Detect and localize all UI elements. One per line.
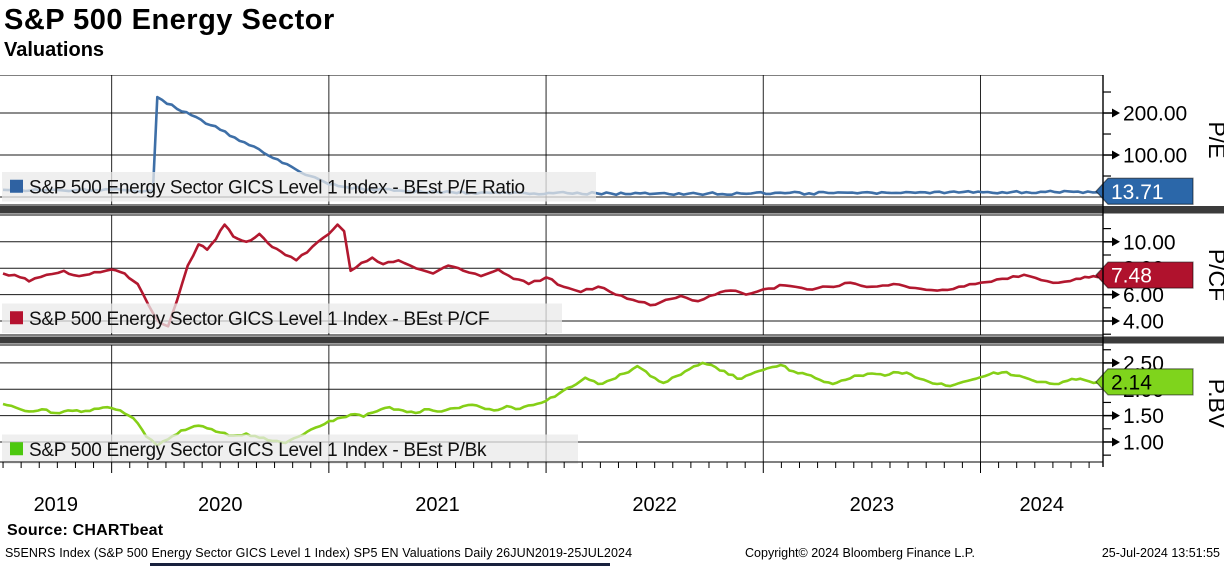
x-year-label: 2019 (34, 494, 79, 516)
y-tick-arrow (1112, 316, 1120, 326)
y-tick-arrow (1112, 150, 1120, 160)
y-tick-arrow (1112, 108, 1120, 118)
y-tick-label: 4.00 (1123, 311, 1164, 334)
source-label: Source: CHARTbeat (7, 522, 164, 539)
last-value-badge-pbv (1095, 368, 1194, 396)
badge-label-pbv: 2.14 (1111, 371, 1152, 394)
y-axis-title-pbv: P.BV (1204, 379, 1224, 429)
y-tick-label: 100.00 (1123, 145, 1187, 168)
panel-separator (0, 206, 1224, 214)
y-tick-arrow (1112, 237, 1120, 247)
y-tick-arrow (1112, 437, 1120, 447)
chart-subtitle: Valuations (4, 39, 105, 62)
legend-marker-pe (10, 179, 23, 193)
series-line-pbv (2, 361, 1103, 447)
badge-label-pcf: 7.48 (1111, 265, 1152, 288)
x-year-label: 2020 (198, 494, 243, 516)
y-axis-title-pe: P/E (1204, 121, 1224, 158)
legend-strip (2, 303, 562, 333)
footer-copyright: Copyright© 2024 Bloomberg Finance L.P. (745, 546, 975, 560)
y-axis-title-pcf: P/CF (1204, 249, 1224, 301)
x-year-label: 2023 (850, 494, 895, 516)
legend-marker-pbv (10, 442, 23, 456)
y-tick-label: 1.00 (1123, 431, 1164, 454)
series-line-pcf (2, 223, 1103, 328)
chart-area: S&P 500 Energy Sector GICS Level 1 Index… (0, 74, 1224, 520)
panel-pbv: S&P 500 Energy Sector GICS Level 1 Index… (0, 344, 1224, 464)
panel-pcf: S&P 500 Energy Sector GICS Level 1 Index… (0, 214, 1224, 336)
last-value-badge-pcf (1095, 261, 1194, 289)
y-tick-label: 6.00 (1123, 284, 1164, 307)
chart-svg: S&P 500 Energy Sector GICS Level 1 Index… (0, 74, 1224, 516)
badge-label-pe: 13.71 (1111, 181, 1164, 204)
y-tick-label: 200.00 (1123, 103, 1187, 126)
panel-pe: S&P 500 Energy Sector GICS Level 1 Index… (0, 74, 1224, 206)
bottom-accent-bar (150, 563, 610, 566)
x-year-label: 2024 (1019, 494, 1064, 516)
legend-label-pbv: S&P 500 Energy Sector GICS Level 1 Index… (29, 440, 487, 461)
y-tick-arrow (1112, 290, 1120, 300)
legend-strip (2, 172, 596, 202)
legend-strip (2, 434, 578, 464)
x-year-label: 2021 (415, 494, 460, 516)
x-year-label: 2022 (632, 494, 677, 516)
footer-timestamp: 25-Jul-2024 13:51:55 (1101, 546, 1220, 560)
footer-security-info: S5ENRS Index (S&P 500 Energy Sector GICS… (5, 546, 633, 560)
y-tick-arrow (1112, 358, 1120, 368)
legend-marker-pcf (10, 311, 23, 325)
header: S&P 500 Energy Sector Valuations (4, 2, 335, 62)
legend-label-pe: S&P 500 Energy Sector GICS Level 1 Index… (29, 177, 525, 198)
panel-separator (0, 336, 1224, 344)
legend-label-pcf: S&P 500 Energy Sector GICS Level 1 Index… (29, 309, 489, 330)
y-tick-arrow (1112, 411, 1120, 421)
y-tick-label: 10.00 (1123, 231, 1176, 254)
y-tick-label: 1.50 (1123, 405, 1164, 428)
chart-title: S&P 500 Energy Sector (4, 4, 335, 36)
last-value-badge-pe (1095, 177, 1194, 205)
